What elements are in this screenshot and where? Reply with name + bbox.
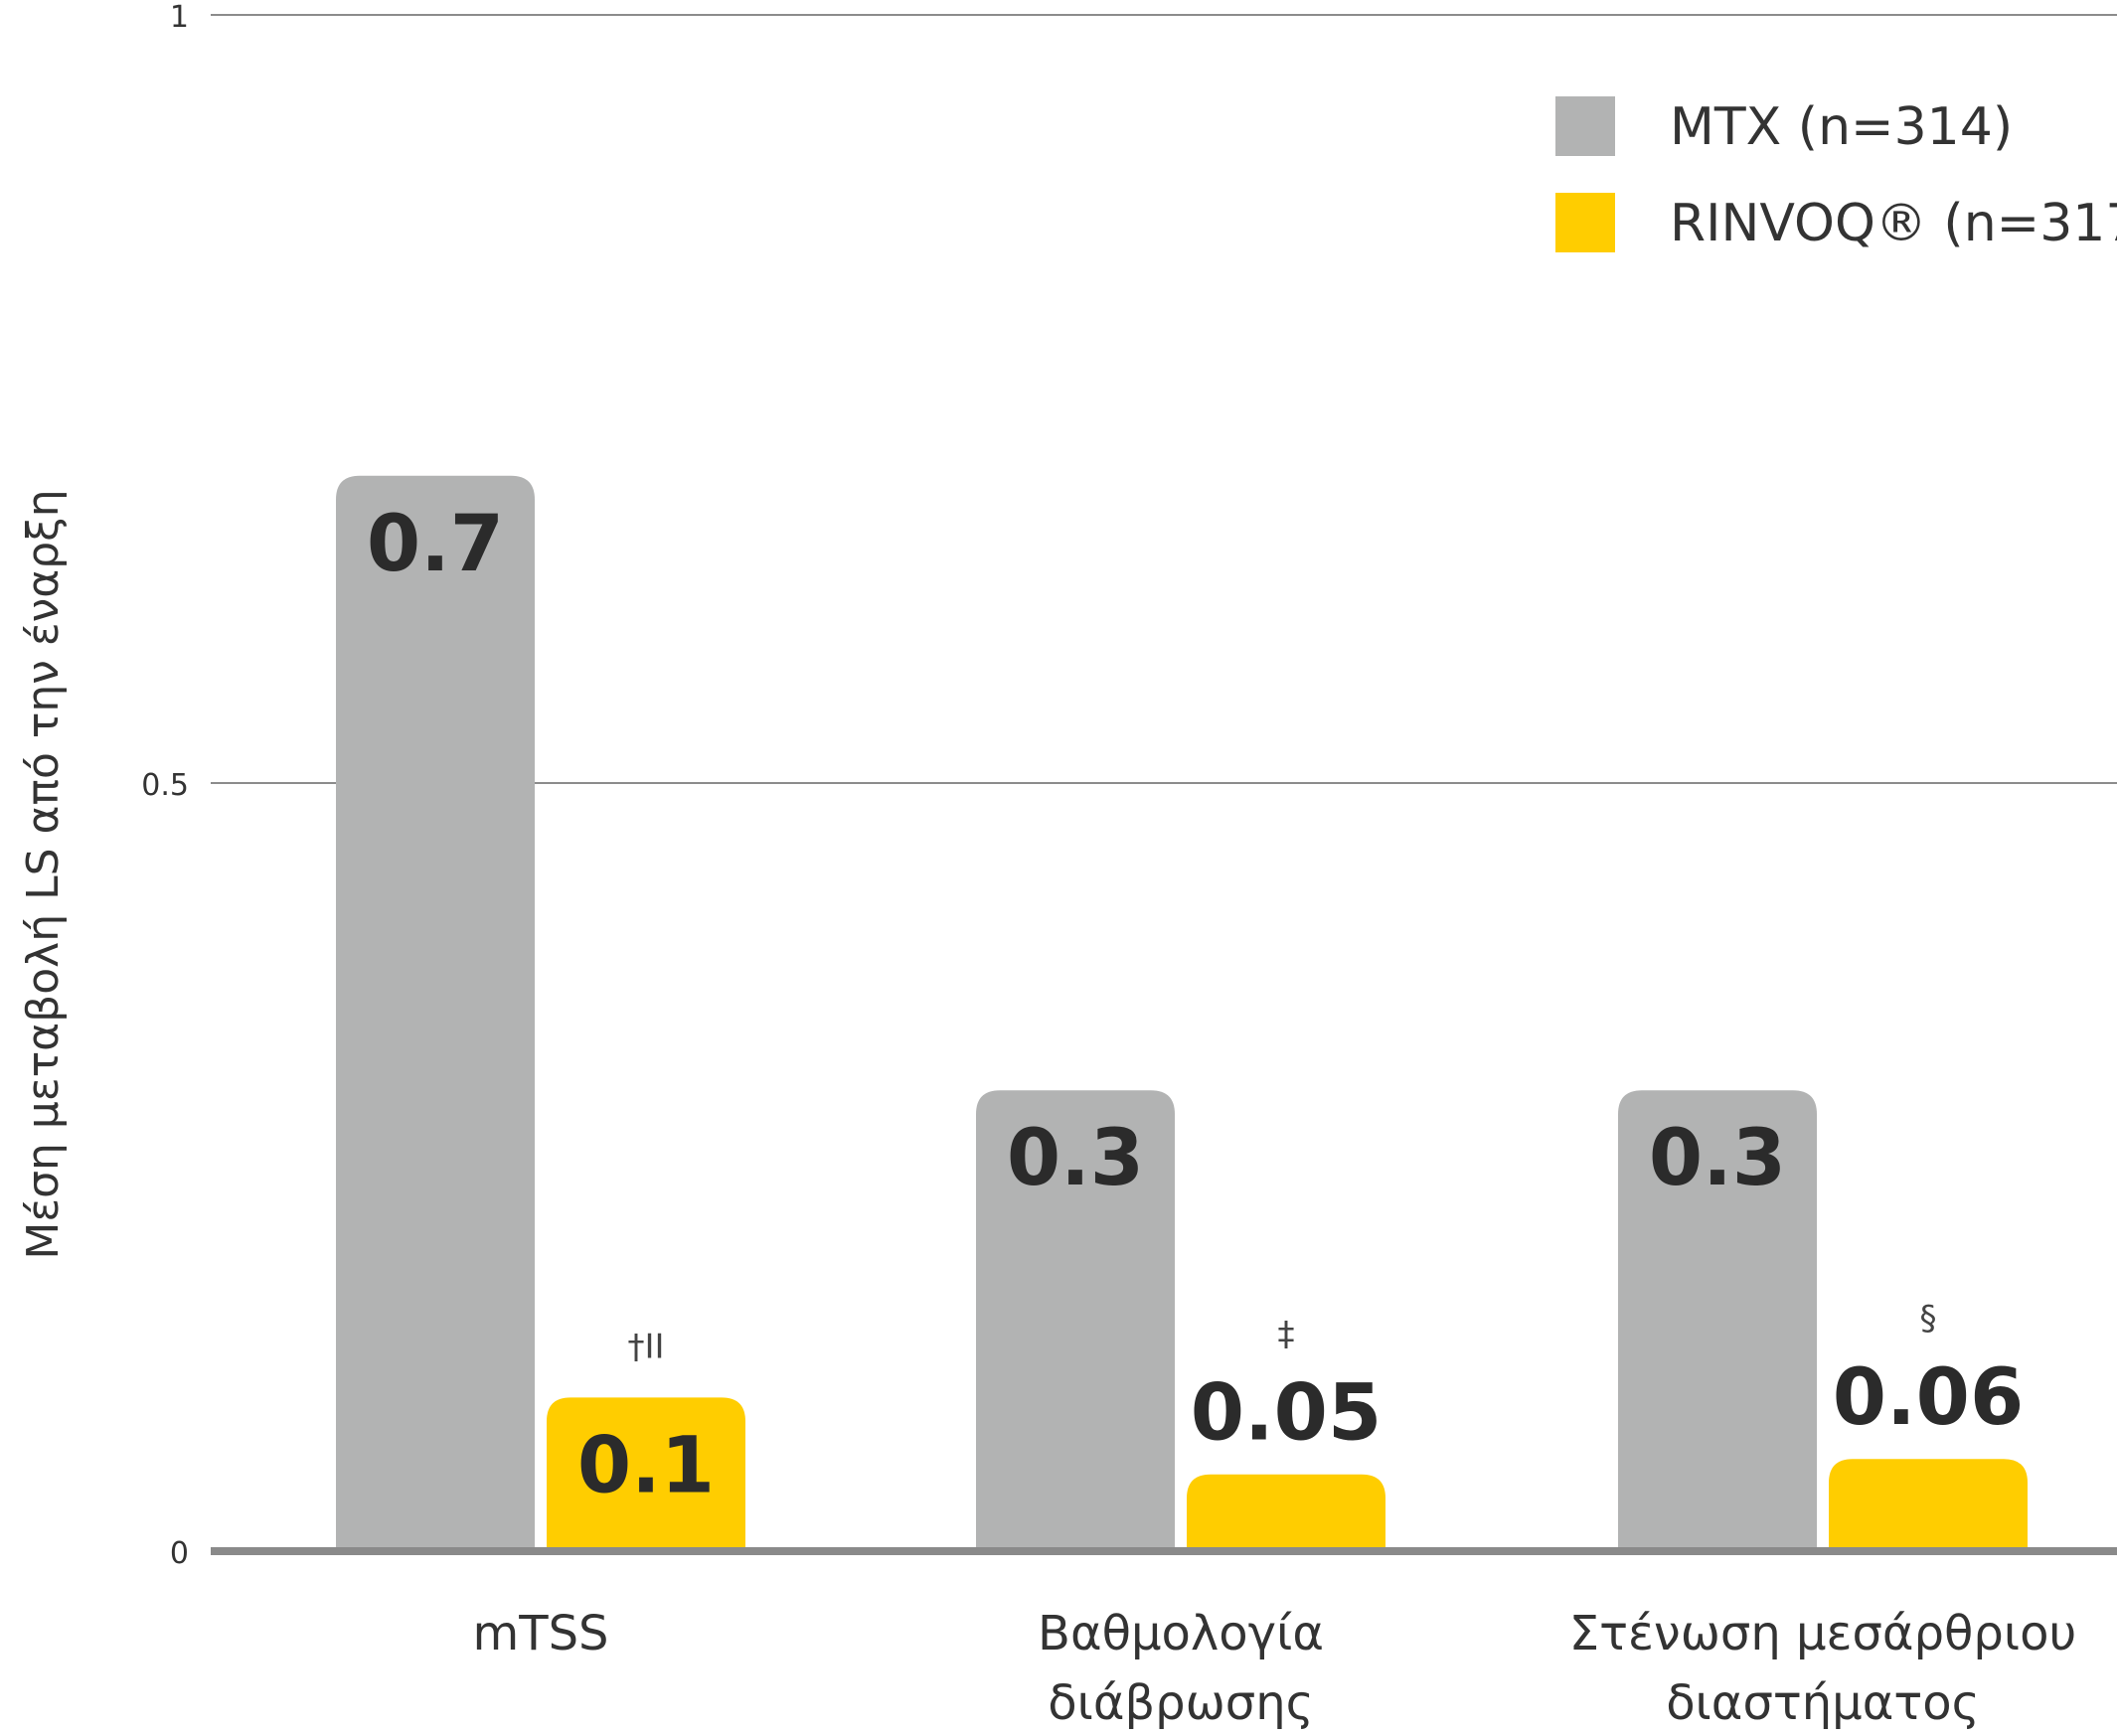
x-axis-categories: mTSS Βαθμολογία διάβρωσης Στένωση μεσάρθριο… [472,1606,2076,1731]
significance-marker: ‡ [1278,1315,1295,1354]
y-axis-title: Μέση μεταβολή LS από την έναρξη [18,489,69,1259]
bar-mtx [1618,1090,1817,1551]
x-category-label: Βαθμολογία [1038,1606,1324,1661]
bar-value-label: 0.05 [1191,1369,1382,1459]
bar-rinvoq [547,1397,745,1551]
bar-value-label: 0.3 [1007,1114,1144,1203]
legend-label: RINVOQ® (n=317) [1670,194,2117,253]
bar-value-label: 0.1 [577,1421,715,1510]
bars: 0.7 0.3 0.3 0.1 †II 0.05 ‡ 0.06 § [336,475,2028,1551]
bar-value-label: 0.7 [367,500,504,589]
bar-value-label: 0.3 [1649,1114,1786,1203]
significance-marker: †II [627,1327,664,1366]
x-category-label: διαστήματος [1666,1675,1980,1731]
x-category-label: mTSS [472,1606,608,1661]
x-category-label: διάβρωσης [1048,1675,1314,1731]
bar-mtx [976,1090,1175,1551]
bar-mtx [336,475,535,1551]
y-tick-label: 0.5 [141,768,189,803]
x-category-label: Στένωση μεσάρθριου [1569,1606,2077,1661]
legend-label: MTX (n=314) [1670,97,2013,157]
significance-marker: § [1920,1299,1937,1339]
bar-rinvoq [1187,1474,1385,1551]
bar-rinvoq [1829,1459,2028,1551]
bar-value-label: 0.06 [1833,1353,2024,1443]
legend-swatch [1555,96,1615,156]
y-tick-label: 0 [170,1536,189,1571]
y-axis-ticks: 00.51 [141,0,189,1571]
legend: MTX (n=314) RINVOQ® (n=317) [1555,96,2117,253]
y-tick-label: 1 [170,0,189,35]
legend-swatch [1555,193,1615,252]
